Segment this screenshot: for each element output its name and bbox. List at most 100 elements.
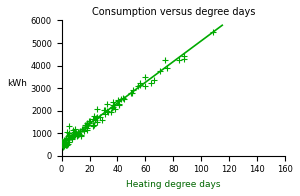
- Point: [72, 133, 77, 136]
- Point: [73, 132, 78, 135]
- Point: [61, 138, 66, 142]
- Point: [63, 137, 68, 140]
- Point: [130, 92, 134, 95]
- Point: [93, 116, 98, 120]
- Point: [75, 130, 80, 133]
- Point: [67, 140, 72, 143]
- Point: [211, 30, 215, 33]
- Point: [69, 135, 74, 138]
- Point: [111, 105, 116, 109]
- Point: [61, 141, 66, 144]
- Point: [71, 134, 76, 137]
- Point: [71, 130, 76, 133]
- Point: [108, 110, 113, 113]
- Point: [82, 129, 86, 132]
- Point: [60, 143, 65, 147]
- Point: [72, 132, 77, 136]
- Point: [135, 84, 140, 87]
- Point: [129, 92, 134, 95]
- Point: [91, 117, 95, 120]
- Point: [164, 66, 169, 69]
- Point: [72, 133, 77, 136]
- Point: [105, 110, 110, 113]
- Point: [111, 103, 116, 106]
- Point: [59, 140, 64, 143]
- Point: [137, 83, 142, 86]
- Point: [138, 82, 143, 85]
- Point: [60, 144, 65, 147]
- Point: [163, 58, 168, 62]
- Point: [182, 55, 186, 58]
- Point: [85, 127, 90, 130]
- Point: [113, 107, 118, 110]
- Point: [61, 139, 66, 142]
- Point: [67, 133, 72, 136]
- Point: [62, 143, 67, 147]
- Point: [121, 96, 126, 99]
- Point: [62, 139, 67, 142]
- Point: [102, 113, 107, 116]
- Point: [60, 141, 65, 144]
- Point: [111, 101, 116, 104]
- Point: [63, 142, 68, 145]
- Point: [64, 131, 69, 134]
- Point: [68, 135, 73, 138]
- Point: [86, 121, 91, 124]
- Point: [62, 144, 67, 147]
- Point: [83, 125, 88, 129]
- Point: [84, 123, 89, 126]
- Point: [71, 128, 76, 131]
- Point: [94, 121, 99, 124]
- Point: [70, 134, 75, 137]
- Point: [73, 128, 78, 131]
- Point: [66, 143, 70, 146]
- Point: [148, 81, 153, 84]
- Point: [97, 116, 102, 119]
- Point: [94, 115, 99, 118]
- Point: [157, 69, 162, 73]
- Point: [152, 79, 157, 82]
- Point: [66, 124, 71, 128]
- Point: [86, 119, 91, 122]
- Point: [117, 102, 122, 105]
- Point: [70, 138, 74, 141]
- Point: [64, 143, 68, 146]
- Point: [64, 143, 69, 146]
- Point: [64, 143, 69, 146]
- X-axis label: Heating degree days: Heating degree days: [126, 180, 220, 189]
- Point: [118, 98, 123, 101]
- Point: [95, 107, 100, 111]
- Point: [79, 134, 83, 137]
- Point: [103, 109, 108, 112]
- Point: [116, 99, 121, 102]
- Point: [72, 133, 77, 136]
- Point: [66, 133, 71, 136]
- Point: [117, 103, 122, 106]
- Point: [68, 135, 72, 139]
- Point: [87, 122, 92, 125]
- Point: [60, 145, 65, 148]
- Point: [66, 131, 71, 134]
- Point: [71, 135, 76, 138]
- Point: [109, 107, 114, 110]
- Point: [65, 138, 70, 141]
- Point: [92, 114, 97, 117]
- Point: [72, 131, 77, 134]
- Point: [177, 59, 182, 62]
- Point: [80, 128, 84, 131]
- Point: [142, 84, 147, 87]
- Point: [84, 122, 89, 125]
- Point: [64, 142, 68, 146]
- Point: [116, 99, 121, 102]
- Point: [80, 127, 85, 130]
- Point: [105, 103, 110, 106]
- Point: [66, 137, 71, 140]
- Point: [65, 135, 70, 138]
- Point: [143, 75, 148, 79]
- Point: [111, 104, 116, 107]
- Point: [85, 124, 90, 127]
- Point: [79, 135, 84, 138]
- Point: [91, 124, 96, 127]
- Point: [131, 88, 136, 91]
- Point: [75, 134, 80, 137]
